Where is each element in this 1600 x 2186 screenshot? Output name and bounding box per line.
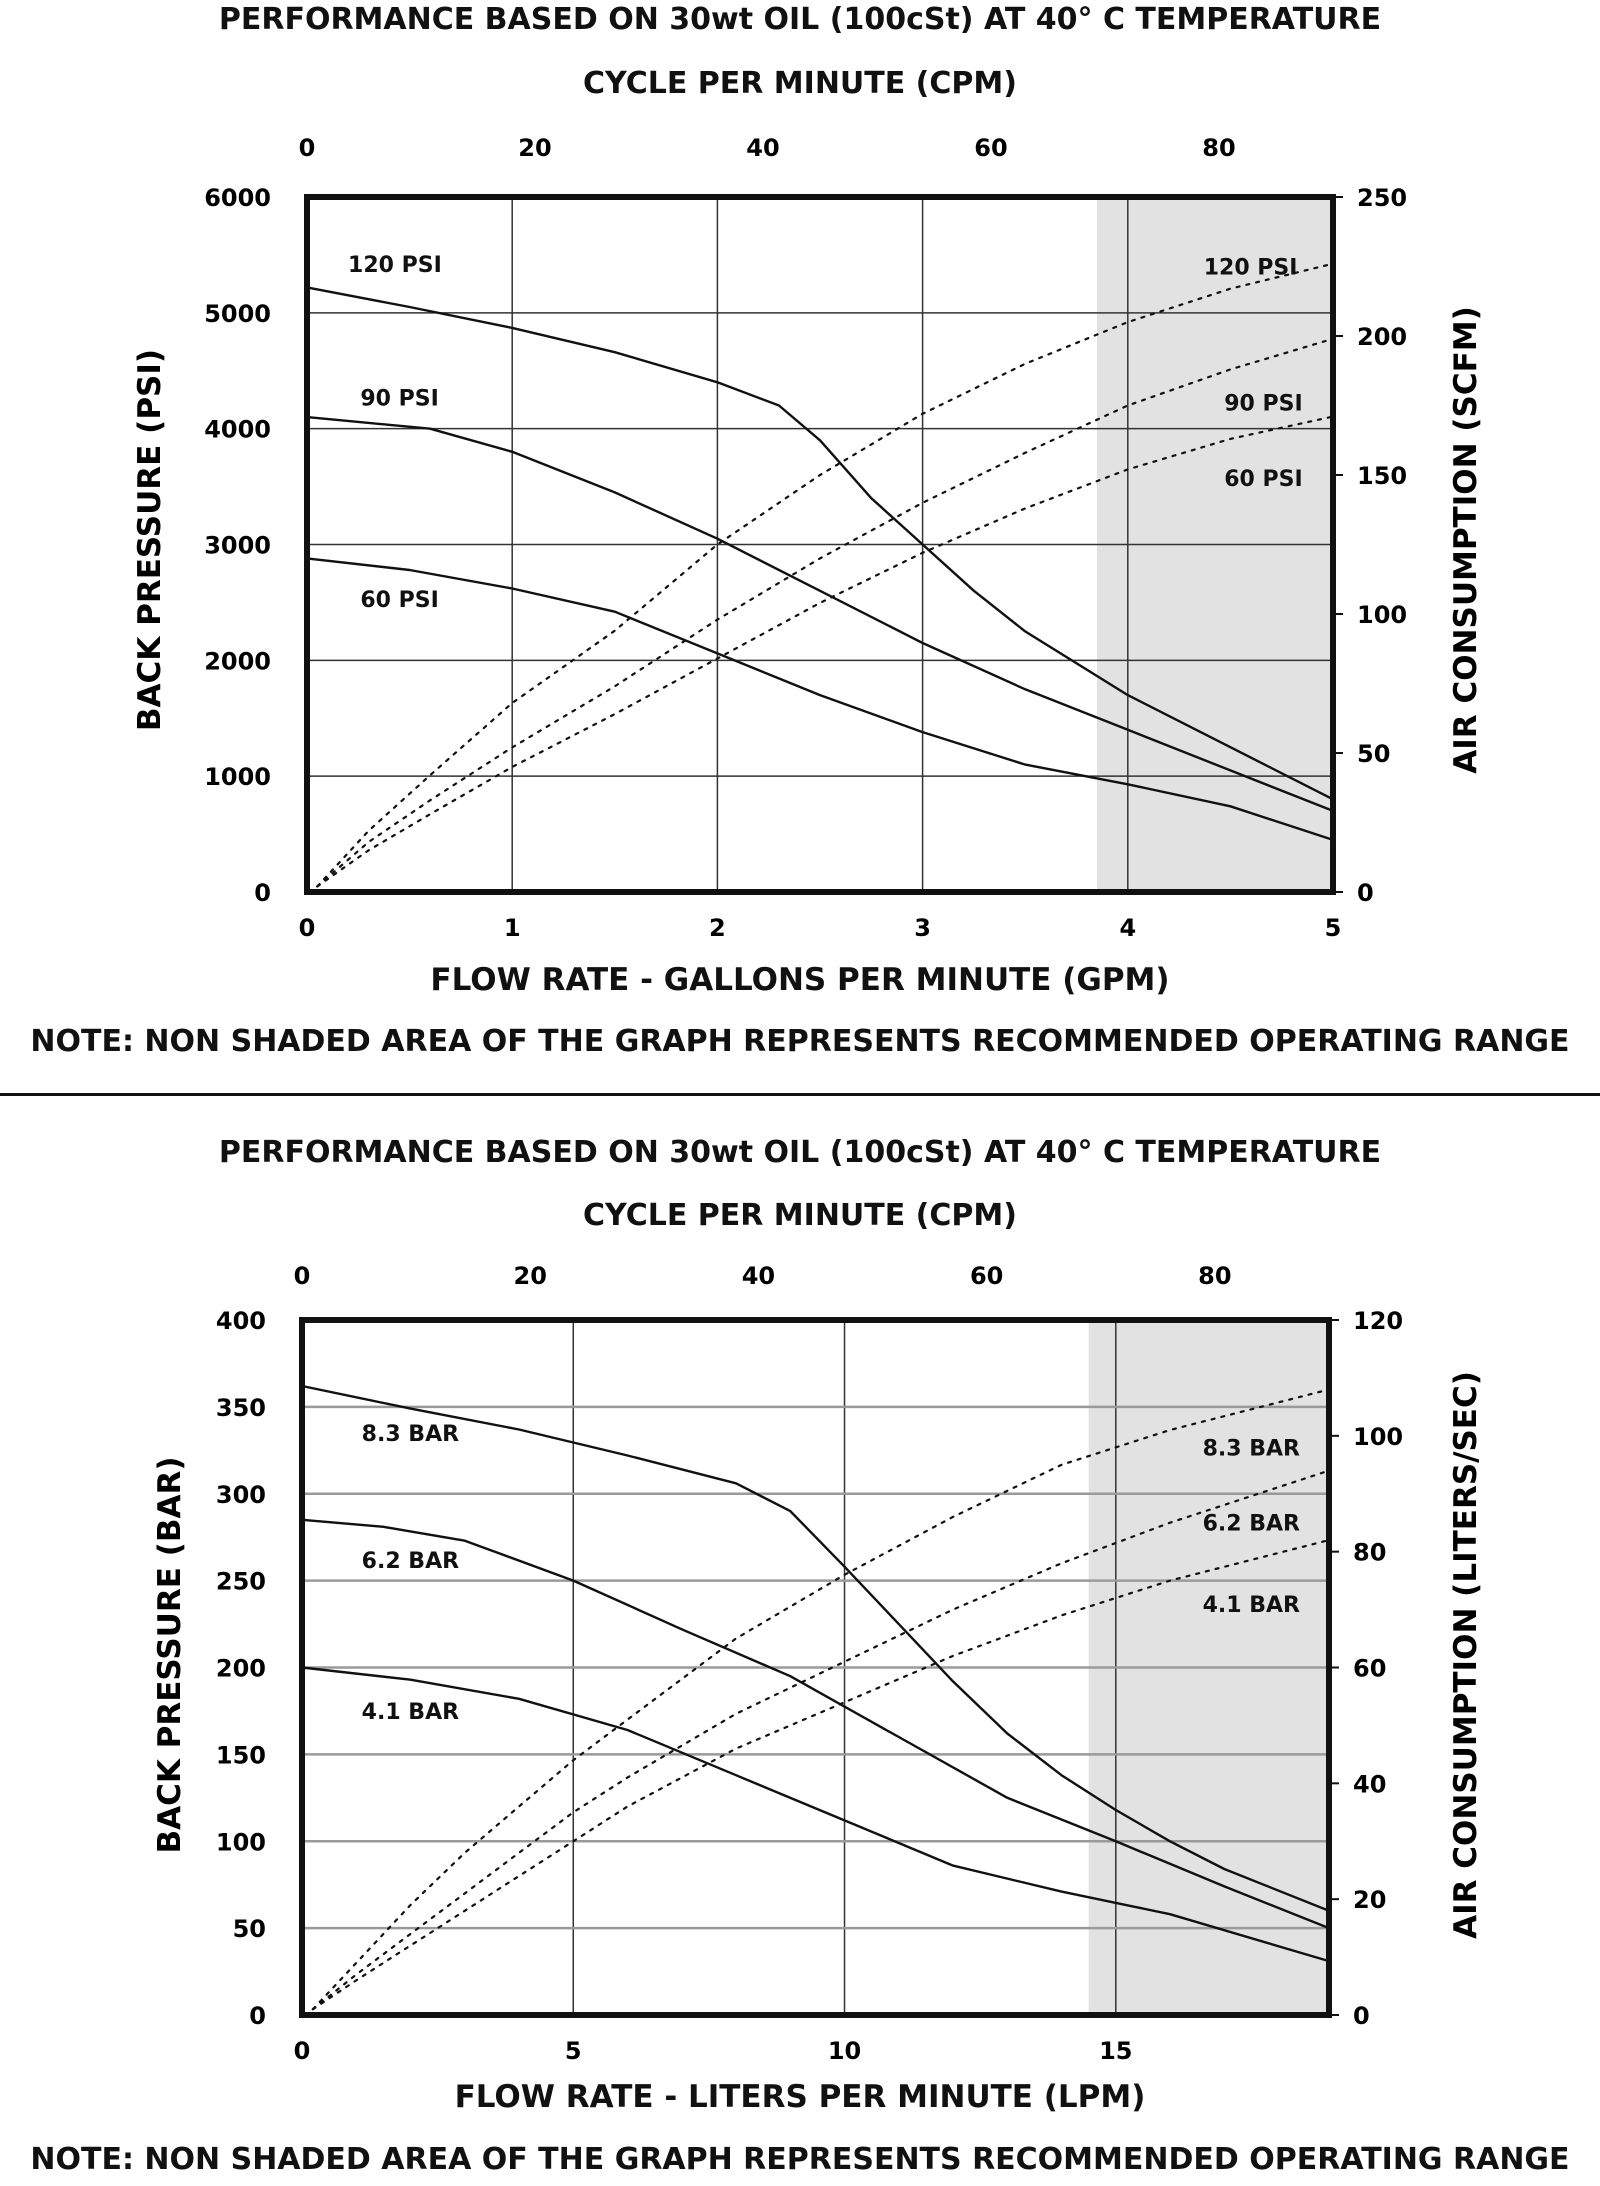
plot-area: 8.3 BAR 6.2 BAR 4.1 BAR 8.3 BAR 6.2 BAR 4.1 B… (299, 1317, 1332, 2018)
x-tick-label: 1 (504, 914, 521, 942)
series-label: 4.1 BAR (1203, 1593, 1300, 1618)
x-tick-label: 5 (1325, 914, 1342, 942)
top-tick-label: 80 (1202, 134, 1235, 162)
x-tick-label: 5 (565, 2037, 582, 2065)
y2-tick-label: 50 (1357, 740, 1390, 768)
series-label: 60 PSI (1224, 467, 1302, 492)
y-tick-label: 250 (216, 1568, 266, 1596)
x-tick-label: 0 (299, 914, 316, 942)
y2-tick-label: 80 (1353, 1539, 1386, 1567)
y2-tick-label: 60 (1353, 1655, 1386, 1683)
y-tick-label: 4000 (204, 416, 271, 444)
series-air-3 (311, 1388, 1331, 2011)
y-tick-label: 200 (216, 1655, 266, 1683)
x-axis-label: FLOW RATE - GALLONS PER MINUTE (GPM) (430, 962, 1170, 998)
y-axis-label: BACK PRESSURE (PSI) (132, 349, 168, 731)
y-tick-label: 6000 (204, 184, 271, 212)
top-tick-label: 40 (746, 134, 779, 162)
top-axis-label: CYCLE PER MINUTE (CPM) (583, 1198, 1017, 1233)
series-label: 8.3 BAR (1203, 1436, 1300, 1461)
y-tick-label: 300 (216, 1481, 266, 1509)
chart-panel-lpm: PERFORMANCE BASED ON 30wt OIL (100cSt) A… (0, 1095, 1600, 2186)
panel-divider (0, 1093, 1600, 1096)
top-tick-label: 80 (1198, 1262, 1231, 1290)
y2-axis-label: AIR CONSUMPTION (SCFM) (1448, 306, 1484, 774)
y2-tick-label: 20 (1353, 1886, 1386, 1914)
x-tick-label: 3 (914, 914, 931, 942)
y-tick-label: 50 (233, 1915, 266, 1943)
y-tick-label: 2000 (204, 647, 271, 675)
y2-tick-label: 120 (1353, 1307, 1403, 1335)
top-tick-label: 0 (299, 134, 316, 162)
chart-plot-gpm: BACK PRESSURE (PSI) AIR CONSUMPTION (SCF… (132, 134, 1484, 942)
y-tick-label: 0 (254, 879, 271, 907)
x-axis-label: FLOW RATE - LITERS PER MINUTE (LPM) (454, 2079, 1146, 2115)
y-tick-label: 0 (249, 2002, 266, 2030)
y-tick-label: 3000 (204, 532, 271, 560)
x-tick-label: 0 (294, 2037, 311, 2065)
chart-panel-gpm: PERFORMANCE BASED ON 30wt OIL (100cSt) A… (30, 2, 1570, 1059)
x-tick-label: 15 (1099, 2037, 1132, 2065)
y2-tick-label: 150 (1357, 462, 1407, 490)
top-tick-label: 20 (514, 1262, 547, 1290)
y2-tick-label: 250 (1357, 184, 1407, 212)
y-tick-label: 1000 (204, 763, 271, 791)
top-tick-label: 60 (970, 1262, 1003, 1290)
y2-tick-label: 100 (1353, 1423, 1403, 1451)
plot-area: 120 PSI 90 PSI 60 PSI 120 PSI 90 PSI 60 PSI (304, 194, 1336, 895)
y-tick-label: 5000 (204, 300, 271, 328)
chart-plot-lpm: BACK PRESSURE (BAR) AIR CONSUMPTION (LIT… (152, 1262, 1484, 2065)
series-label: 90 PSI (360, 386, 438, 411)
x-tick-label: 4 (1119, 914, 1136, 942)
series-label: 120 PSI (348, 253, 442, 278)
chart-title: PERFORMANCE BASED ON 30wt OIL (100cSt) A… (218, 2, 1382, 37)
series-pressure-0 (305, 286, 1335, 801)
series-label: 60 PSI (360, 588, 438, 613)
y-axis-label: BACK PRESSURE (BAR) (152, 1456, 188, 1853)
y-tick-label: 350 (216, 1394, 266, 1422)
y2-tick-label: 100 (1357, 601, 1407, 629)
y-tick-label: 150 (216, 1741, 266, 1769)
y2-tick-label: 0 (1357, 879, 1374, 907)
series-air-4 (316, 337, 1335, 888)
series-pressure-0 (300, 1384, 1331, 1912)
chart-note: NOTE: NON SHADED AREA OF THE GRAPH REPRE… (30, 1024, 1570, 1059)
y-tick-label: 400 (216, 1307, 266, 1335)
series-label: 90 PSI (1224, 392, 1302, 417)
series-label: 4.1 BAR (362, 1700, 459, 1725)
series-air-5 (311, 1539, 1331, 2011)
series-air-4 (311, 1469, 1331, 2011)
y-tick-label: 100 (216, 1828, 266, 1856)
series-pressure-2 (300, 1666, 1331, 1963)
series-label: 8.3 BAR (362, 1422, 459, 1447)
series-pressure-1 (305, 415, 1335, 813)
top-tick-label: 40 (742, 1262, 775, 1290)
series-label: 6.2 BAR (362, 1549, 459, 1574)
chart-title: PERFORMANCE BASED ON 30wt OIL (100cSt) A… (218, 1135, 1382, 1170)
top-tick-label: 0 (294, 1262, 311, 1290)
chart-note: NOTE: NON SHADED AREA OF THE GRAPH REPRE… (30, 2142, 1570, 2177)
y2-axis-label: AIR CONSUMPTION (LITERS/SEC) (1448, 1371, 1484, 1939)
top-axis-label: CYCLE PER MINUTE (CPM) (583, 66, 1017, 101)
y2-tick-label: 200 (1357, 323, 1407, 351)
plot-frame (304, 194, 1336, 895)
top-tick-label: 20 (518, 134, 551, 162)
series-label: 6.2 BAR (1203, 1512, 1300, 1537)
y2-tick-label: 40 (1353, 1770, 1386, 1798)
series-label: 120 PSI (1204, 256, 1298, 281)
x-tick-label: 2 (709, 914, 726, 942)
series-pressure-2 (305, 557, 1335, 842)
x-tick-label: 10 (828, 2037, 861, 2065)
y2-tick-label: 0 (1353, 2002, 1370, 2030)
series-pressure-1 (300, 1518, 1331, 1930)
series-air-3 (316, 262, 1335, 888)
top-tick-label: 60 (974, 134, 1007, 162)
series-air-5 (316, 415, 1335, 888)
